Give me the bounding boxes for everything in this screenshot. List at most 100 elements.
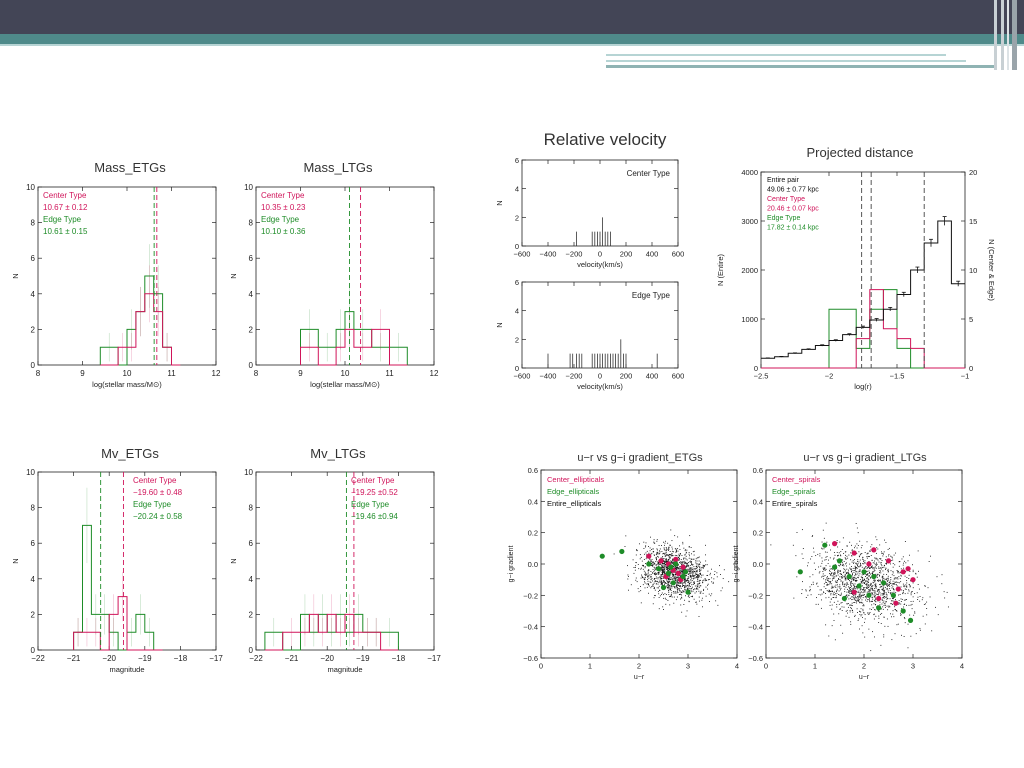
entire-point bbox=[682, 569, 684, 571]
entire-point bbox=[678, 594, 680, 595]
entire-point bbox=[872, 587, 874, 589]
entire-point bbox=[650, 587, 652, 589]
entire-point bbox=[887, 609, 889, 611]
entire-point bbox=[840, 592, 842, 594]
entire-point bbox=[654, 569, 655, 571]
entire-point bbox=[901, 558, 903, 560]
entire-point bbox=[666, 554, 668, 555]
entire-point bbox=[690, 575, 692, 577]
entire-point bbox=[898, 582, 900, 584]
entire-point bbox=[816, 582, 818, 584]
entire-point bbox=[869, 567, 871, 568]
entire-point bbox=[681, 571, 683, 573]
entire-point bbox=[866, 584, 868, 585]
entire-point bbox=[829, 557, 831, 559]
entire-point bbox=[823, 537, 825, 539]
entire-point bbox=[695, 602, 697, 603]
entire-point bbox=[819, 555, 821, 557]
entire-point bbox=[859, 628, 860, 630]
entire-point bbox=[823, 591, 825, 593]
entire-point bbox=[858, 596, 860, 598]
entire-point bbox=[919, 629, 921, 631]
x-tick-label: 8 bbox=[254, 369, 259, 378]
entire-point bbox=[653, 578, 655, 580]
center-point bbox=[871, 547, 877, 553]
entire-point bbox=[845, 576, 847, 578]
entire-point bbox=[869, 551, 871, 552]
entire-point bbox=[849, 541, 851, 543]
entire-point bbox=[793, 597, 795, 599]
legend-entry: Center Type bbox=[767, 196, 805, 203]
entire-point bbox=[851, 561, 853, 563]
entire-point bbox=[878, 622, 880, 624]
entire-point bbox=[850, 571, 852, 573]
chart-title-projected-distance: Projected distance bbox=[806, 145, 914, 160]
entire-point bbox=[667, 542, 669, 544]
legend-entry: Center Type bbox=[43, 191, 87, 200]
entire-point bbox=[693, 577, 695, 579]
entire-point bbox=[840, 602, 842, 604]
entire-point bbox=[862, 608, 864, 610]
entire-point bbox=[693, 581, 695, 583]
entire-point bbox=[667, 579, 669, 581]
entire-point bbox=[924, 585, 926, 587]
entire-point bbox=[657, 591, 659, 593]
entire-point bbox=[895, 609, 896, 611]
entire-point bbox=[833, 601, 835, 603]
entire-point bbox=[823, 578, 825, 580]
entire-point bbox=[670, 589, 672, 591]
entire-point bbox=[901, 589, 903, 591]
entire-point bbox=[860, 564, 862, 566]
entire-point bbox=[821, 548, 823, 550]
entire-point bbox=[851, 580, 853, 582]
entire-point bbox=[885, 588, 887, 590]
entire-point bbox=[853, 562, 854, 564]
entire-point bbox=[648, 569, 650, 571]
entire-point bbox=[912, 582, 914, 584]
legend-entry: 10.67 ± 0.12 bbox=[43, 203, 88, 212]
entire-point bbox=[684, 580, 686, 582]
entire-point bbox=[848, 587, 850, 589]
entire-point bbox=[864, 582, 865, 584]
entire-point bbox=[860, 580, 862, 582]
entire-point bbox=[681, 555, 683, 556]
entire-point bbox=[657, 583, 659, 585]
entire-point bbox=[890, 560, 892, 562]
entire-point bbox=[878, 594, 879, 596]
entire-point bbox=[862, 574, 864, 575]
entire-point bbox=[708, 593, 710, 595]
entire-point bbox=[665, 540, 666, 542]
entire-point bbox=[660, 563, 661, 565]
entire-point bbox=[690, 572, 692, 574]
entire-point bbox=[879, 583, 881, 585]
entire-point bbox=[691, 553, 692, 555]
entire-point bbox=[829, 565, 831, 567]
entire-point bbox=[839, 541, 841, 543]
entire-point bbox=[900, 581, 902, 583]
entire-point bbox=[670, 594, 672, 596]
entire-point bbox=[869, 584, 871, 586]
edge-point bbox=[599, 553, 605, 559]
entire-point bbox=[858, 551, 860, 553]
entire-point bbox=[684, 578, 686, 580]
entire-point bbox=[647, 578, 649, 580]
entire-point bbox=[697, 584, 699, 586]
entire-point bbox=[673, 577, 675, 579]
entire-point bbox=[667, 585, 669, 587]
entire-point bbox=[845, 554, 846, 556]
entire-point bbox=[835, 586, 837, 588]
entire-point bbox=[651, 577, 653, 579]
entire-point bbox=[696, 560, 698, 562]
entire-point bbox=[684, 587, 686, 589]
legend-entry: Center_ellipticals bbox=[547, 475, 604, 484]
entire-point bbox=[867, 612, 869, 614]
entire-point bbox=[871, 565, 872, 567]
entire-point bbox=[694, 585, 696, 587]
entire-point bbox=[686, 610, 688, 612]
edge-point bbox=[846, 573, 852, 580]
entire-point bbox=[889, 593, 891, 595]
entire-point bbox=[856, 587, 858, 589]
entire-point bbox=[810, 558, 812, 560]
entire-point bbox=[882, 601, 884, 603]
entire-point bbox=[678, 559, 679, 561]
